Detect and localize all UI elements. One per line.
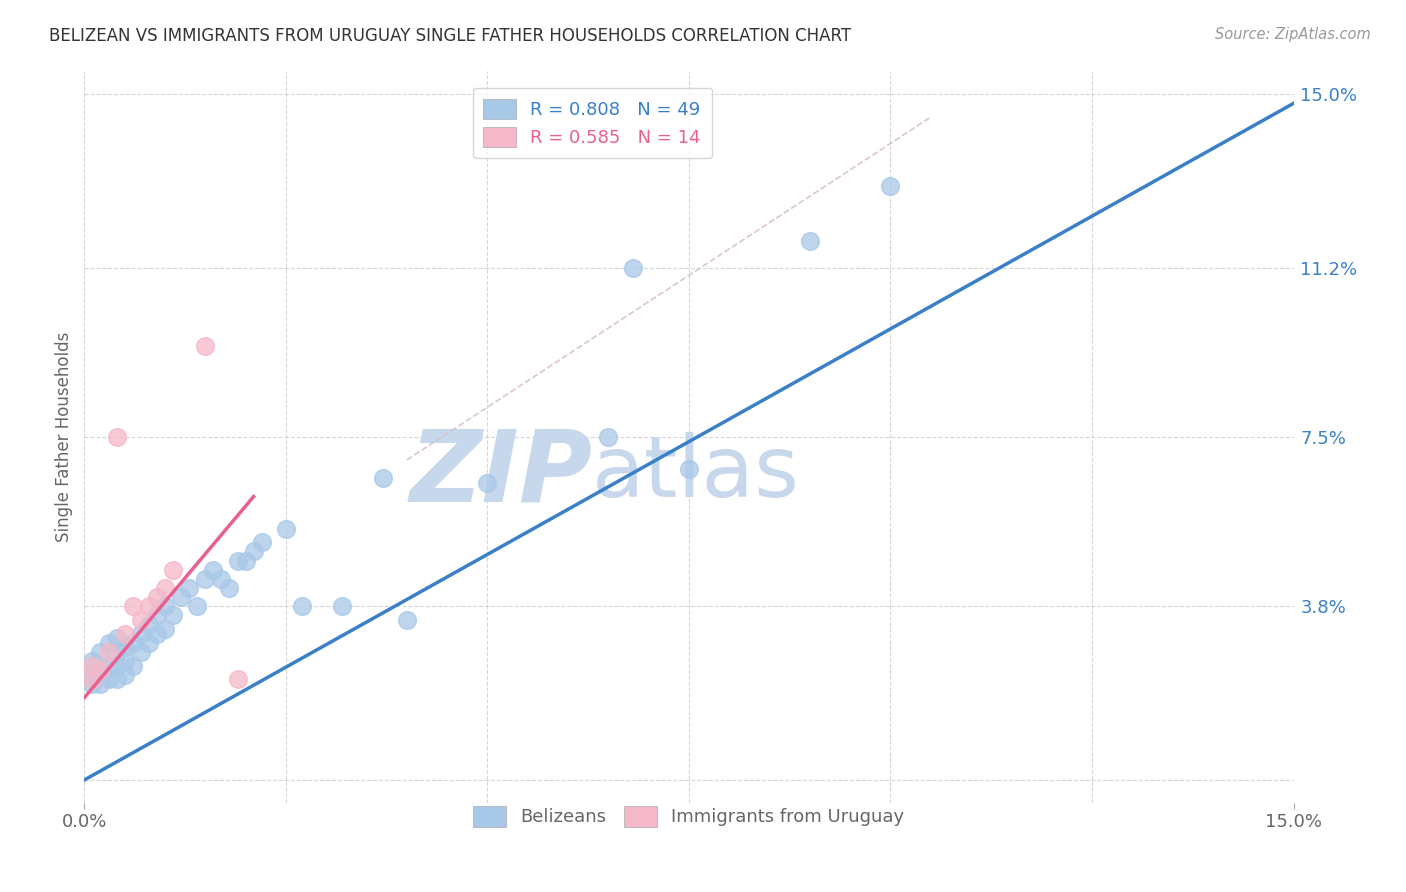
Point xyxy=(146,590,169,604)
Point xyxy=(799,234,821,248)
Point xyxy=(89,677,111,691)
Point xyxy=(153,622,176,636)
Point xyxy=(105,430,128,444)
Point xyxy=(97,673,120,687)
Point xyxy=(105,673,128,687)
Point xyxy=(82,658,104,673)
Point xyxy=(146,626,169,640)
Point xyxy=(121,636,143,650)
Point xyxy=(82,667,104,682)
Point xyxy=(138,636,160,650)
Point xyxy=(105,632,128,646)
Point xyxy=(138,617,160,632)
Text: Source: ZipAtlas.com: Source: ZipAtlas.com xyxy=(1215,27,1371,42)
Point xyxy=(82,677,104,691)
Point xyxy=(89,645,111,659)
Point xyxy=(162,608,184,623)
Point xyxy=(598,430,620,444)
Point xyxy=(235,553,257,567)
Point xyxy=(226,553,249,567)
Point xyxy=(162,563,184,577)
Point xyxy=(121,599,143,614)
Point xyxy=(82,654,104,668)
Point xyxy=(879,178,901,193)
Point xyxy=(105,645,128,659)
Point xyxy=(218,581,240,595)
Point xyxy=(97,645,120,659)
Point xyxy=(138,599,160,614)
Point xyxy=(129,626,152,640)
Point xyxy=(97,658,120,673)
Point xyxy=(186,599,208,614)
Point xyxy=(226,673,249,687)
Point xyxy=(395,613,418,627)
Text: atlas: atlas xyxy=(592,432,800,516)
Point xyxy=(114,640,136,655)
Point xyxy=(129,613,152,627)
Point xyxy=(82,673,104,687)
Point xyxy=(330,599,353,614)
Point xyxy=(202,563,225,577)
Point xyxy=(114,654,136,668)
Point xyxy=(209,572,232,586)
Point xyxy=(121,658,143,673)
Point xyxy=(97,636,120,650)
Point xyxy=(179,581,201,595)
Point xyxy=(114,626,136,640)
Text: BELIZEAN VS IMMIGRANTS FROM URUGUAY SINGLE FATHER HOUSEHOLDS CORRELATION CHART: BELIZEAN VS IMMIGRANTS FROM URUGUAY SING… xyxy=(49,27,852,45)
Legend: Belizeans, Immigrants from Uruguay: Belizeans, Immigrants from Uruguay xyxy=(463,795,915,838)
Point xyxy=(170,590,193,604)
Point xyxy=(250,535,273,549)
Point xyxy=(153,581,176,595)
Y-axis label: Single Father Households: Single Father Households xyxy=(55,332,73,542)
Point xyxy=(89,663,111,677)
Point xyxy=(129,645,152,659)
Point xyxy=(291,599,314,614)
Point xyxy=(89,663,111,677)
Point xyxy=(242,544,264,558)
Point xyxy=(105,658,128,673)
Point xyxy=(114,667,136,682)
Text: ZIP: ZIP xyxy=(409,425,592,522)
Point xyxy=(194,338,217,352)
Point xyxy=(146,608,169,623)
Point xyxy=(477,475,499,490)
Point xyxy=(621,260,644,275)
Point xyxy=(194,572,217,586)
Point xyxy=(371,471,394,485)
Point xyxy=(153,599,176,614)
Point xyxy=(274,521,297,535)
Point xyxy=(678,462,700,476)
